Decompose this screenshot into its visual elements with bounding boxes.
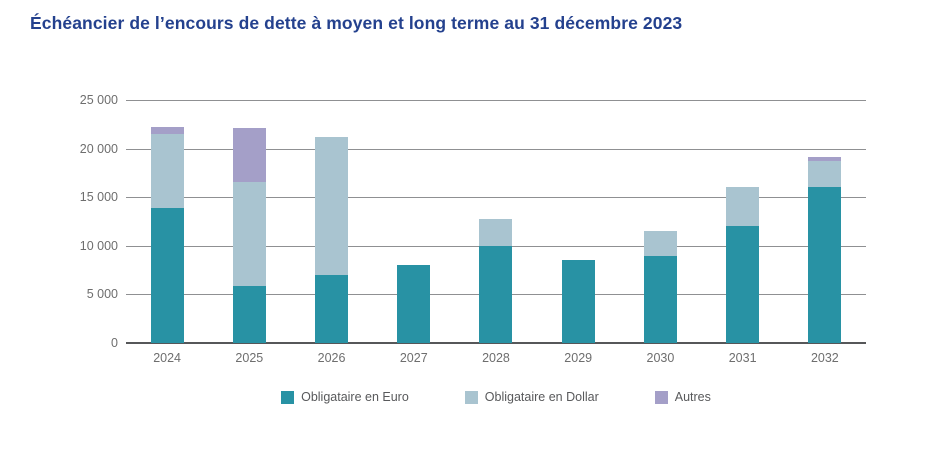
x-tick-label: 2031 — [728, 351, 757, 365]
legend-item: Autres — [654, 390, 711, 404]
bar-segment — [561, 260, 595, 343]
legend-item: Obligataire en Euro — [281, 390, 409, 404]
legend-swatch-icon — [464, 390, 478, 404]
plot-area — [126, 100, 866, 344]
bar-segment — [232, 181, 266, 286]
legend-label: Autres — [674, 390, 711, 404]
legend-label: Obligataire en Euro — [301, 390, 409, 404]
gridline — [126, 148, 866, 150]
bar-column-2029 — [537, 100, 619, 343]
bar-segment — [150, 127, 184, 135]
bar-segment — [643, 255, 677, 343]
bar-column-2026 — [290, 100, 372, 343]
x-tick-label: 2032 — [810, 351, 839, 365]
bar-segment — [150, 207, 184, 343]
bar-column-2028 — [455, 100, 537, 343]
y-tick-label: 10 000 — [79, 238, 118, 253]
gridline — [126, 100, 866, 101]
bar-segment — [726, 226, 760, 343]
bar-column-2031 — [702, 100, 784, 343]
bar-segment — [150, 134, 184, 208]
stacked-bar-2024 — [150, 127, 184, 343]
y-tick-label: 20 000 — [79, 141, 118, 156]
bar-segment — [479, 245, 513, 343]
x-tick-label: 2028 — [482, 351, 510, 365]
x-tick-label: 2029 — [564, 351, 593, 365]
stacked-bar-2029 — [561, 260, 595, 343]
legend-swatch-icon — [281, 390, 295, 404]
bar-segment — [808, 187, 842, 343]
bar-column-2025 — [208, 100, 290, 343]
legend-item: Obligataire en Dollar — [464, 390, 599, 404]
stacked-bar-2025 — [232, 128, 266, 343]
x-tick-label: 2025 — [235, 351, 264, 365]
stacked-bar-2030 — [643, 231, 677, 343]
bar-segment — [808, 161, 842, 188]
bar-column-2027 — [373, 100, 455, 343]
bars-container — [126, 100, 866, 343]
stacked-bar-2027 — [397, 265, 431, 343]
y-axis-labels: 0 5 000 10 000 15 000 20 000 25 000 — [0, 93, 118, 350]
x-tick-label: 2027 — [399, 351, 428, 365]
legend-label: Obligataire en Dollar — [484, 390, 599, 404]
stacked-bar-2031 — [726, 186, 760, 343]
bar-column-2024 — [126, 100, 208, 343]
x-tick-label: 2024 — [153, 351, 182, 365]
y-tick-label: 5 000 — [86, 287, 118, 302]
bar-segment — [315, 136, 349, 275]
y-tick-label: 25 000 — [79, 93, 118, 107]
x-axis-labels: 2024 2025 2026 2027 2028 2029 2030 2031 2032 — [126, 351, 866, 365]
bar-column-2030 — [619, 100, 701, 343]
x-tick-label: 2030 — [646, 351, 675, 365]
bar-column-2032 — [784, 100, 866, 343]
chart-title: Échéancier de l’encours de dette à moyen… — [30, 13, 683, 33]
gridline — [126, 197, 866, 199]
bar-segment — [232, 128, 266, 182]
bar-segment — [808, 157, 842, 162]
x-tick-label: 2026 — [317, 351, 346, 365]
bar-segment — [397, 265, 431, 343]
bar-segment — [643, 231, 677, 256]
legend-swatch-icon — [654, 390, 668, 404]
gridline — [126, 342, 866, 344]
y-tick-label: 0 — [111, 336, 118, 350]
stacked-bar-2032 — [808, 157, 842, 343]
bar-segment — [232, 285, 266, 343]
bar-segment — [479, 218, 513, 246]
stacked-bar-2028 — [479, 218, 513, 343]
stacked-bar-2026 — [315, 136, 349, 343]
bar-segment — [315, 274, 349, 343]
legend: Obligataire en Euro Obligataire en Dollar… — [126, 390, 866, 404]
y-tick-label: 15 000 — [79, 190, 118, 205]
bar-segment — [726, 186, 760, 227]
